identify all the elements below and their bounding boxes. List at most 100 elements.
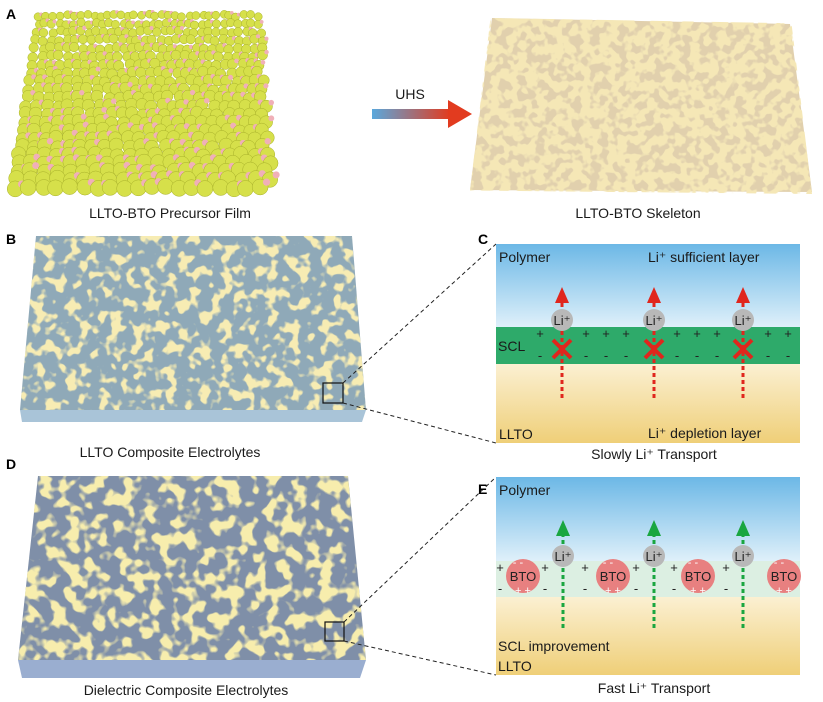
particle xyxy=(185,34,196,45)
li-ion xyxy=(552,545,574,567)
particle xyxy=(48,12,57,21)
bto-particle xyxy=(506,559,540,593)
particle xyxy=(268,99,275,106)
particle xyxy=(260,60,266,65)
particle xyxy=(61,178,78,195)
particle xyxy=(264,49,269,55)
particle xyxy=(232,43,243,54)
particle xyxy=(237,180,254,197)
particle xyxy=(263,83,269,89)
zoom-line xyxy=(342,243,497,384)
llto-label: LLTO xyxy=(499,426,533,442)
particle xyxy=(188,44,194,50)
negative-charge: - xyxy=(786,348,790,363)
polymer-label: Polymer xyxy=(499,249,551,265)
scl-label: SCL xyxy=(498,338,525,354)
particle xyxy=(101,179,119,196)
particle xyxy=(152,27,162,37)
negative-charge: - xyxy=(766,348,770,363)
negative-charge: - xyxy=(584,348,588,363)
llto-label: LLTO xyxy=(498,658,532,674)
particle xyxy=(80,113,87,120)
li-ion-label: Li⁺ xyxy=(735,313,752,328)
bto-particle xyxy=(681,559,715,593)
slow-transport-caption: Slowly Li⁺ Transport xyxy=(591,446,717,462)
negative-charge: - xyxy=(543,581,547,596)
positive-charge: + xyxy=(784,326,792,341)
particle xyxy=(55,11,65,21)
precursor-film-caption: LLTO-BTO Precursor Film xyxy=(89,205,251,221)
particle xyxy=(272,171,280,179)
particle xyxy=(149,26,154,30)
negative-charge: - xyxy=(675,348,679,363)
particle xyxy=(47,179,64,197)
arrow-up-icon xyxy=(647,287,661,303)
positive-charge: + xyxy=(632,560,640,575)
negative-charge: - xyxy=(538,348,542,363)
particle xyxy=(52,49,64,61)
negative-charge: - xyxy=(634,581,638,596)
positive-charge: + + xyxy=(605,585,621,597)
positive-charge: + xyxy=(582,326,590,341)
negative-charge: - xyxy=(724,581,728,596)
particle xyxy=(211,10,221,20)
li-ion-label: Li⁺ xyxy=(646,549,663,564)
positive-charge: + + xyxy=(515,585,531,597)
negative-charge: - - xyxy=(603,557,614,569)
particle xyxy=(268,115,275,122)
bto-label: BTO xyxy=(771,569,798,584)
li-ion-label: Li⁺ xyxy=(555,549,572,564)
llto-composite-image xyxy=(20,236,366,422)
negative-charge: - - xyxy=(688,557,699,569)
negative-charge: - xyxy=(715,348,719,363)
polymer-label: Polymer xyxy=(499,482,551,498)
particle xyxy=(110,98,117,104)
particle xyxy=(28,42,39,53)
particle xyxy=(127,81,133,87)
llto-composite-caption: LLTO Composite Electrolytes xyxy=(80,444,261,460)
particle xyxy=(170,49,182,61)
bto-label: BTO xyxy=(600,569,627,584)
particle xyxy=(76,17,86,27)
particle xyxy=(19,179,37,196)
panel-label-b: B xyxy=(6,231,16,247)
particle xyxy=(83,10,93,19)
dielectric-composite-caption: Dielectric Composite Electrolytes xyxy=(84,682,289,698)
positive-charge: + xyxy=(602,326,610,341)
particle xyxy=(233,19,243,29)
particle xyxy=(129,10,138,20)
skeleton-image xyxy=(470,18,812,194)
particle xyxy=(82,26,87,30)
particle xyxy=(52,19,57,24)
scl-improvement-label: SCL improvement xyxy=(498,638,610,654)
improved-scl-diagram: Li⁺ Li⁺ Li⁺BTO- -+ +BTO- -+ +BTO- -+ +BTO-… xyxy=(496,477,801,675)
panel-label-a: A xyxy=(6,6,16,22)
particle xyxy=(183,99,189,105)
particle xyxy=(91,26,101,36)
positive-charge: + xyxy=(673,326,681,341)
arrow-up-icon xyxy=(736,287,750,303)
particle xyxy=(108,33,119,44)
particle xyxy=(69,42,80,53)
particle xyxy=(191,11,201,20)
scl-diagram: Li⁺ Li⁺ Li⁺+-+-+-+-+-+-+-+-+- xyxy=(496,244,800,443)
particle xyxy=(78,34,88,45)
li-ion-label: Li⁺ xyxy=(646,313,663,328)
bto-particle xyxy=(596,559,630,593)
li-ion-label: Li⁺ xyxy=(554,313,571,328)
zoom-line xyxy=(342,402,497,444)
particle xyxy=(264,138,271,145)
li-ion xyxy=(732,545,754,567)
particle xyxy=(168,68,174,74)
negative-charge: - xyxy=(695,348,699,363)
panel-label-e: E xyxy=(478,481,487,497)
negative-charge: - xyxy=(672,581,676,596)
particle xyxy=(226,18,235,28)
zoom-region-box xyxy=(322,382,344,404)
li-ion xyxy=(643,545,665,567)
li-ion xyxy=(643,309,665,331)
particle xyxy=(233,27,243,37)
uhs-arrow xyxy=(372,100,472,128)
negative-charge: - xyxy=(498,581,502,596)
blocked-x-icon xyxy=(732,338,754,360)
